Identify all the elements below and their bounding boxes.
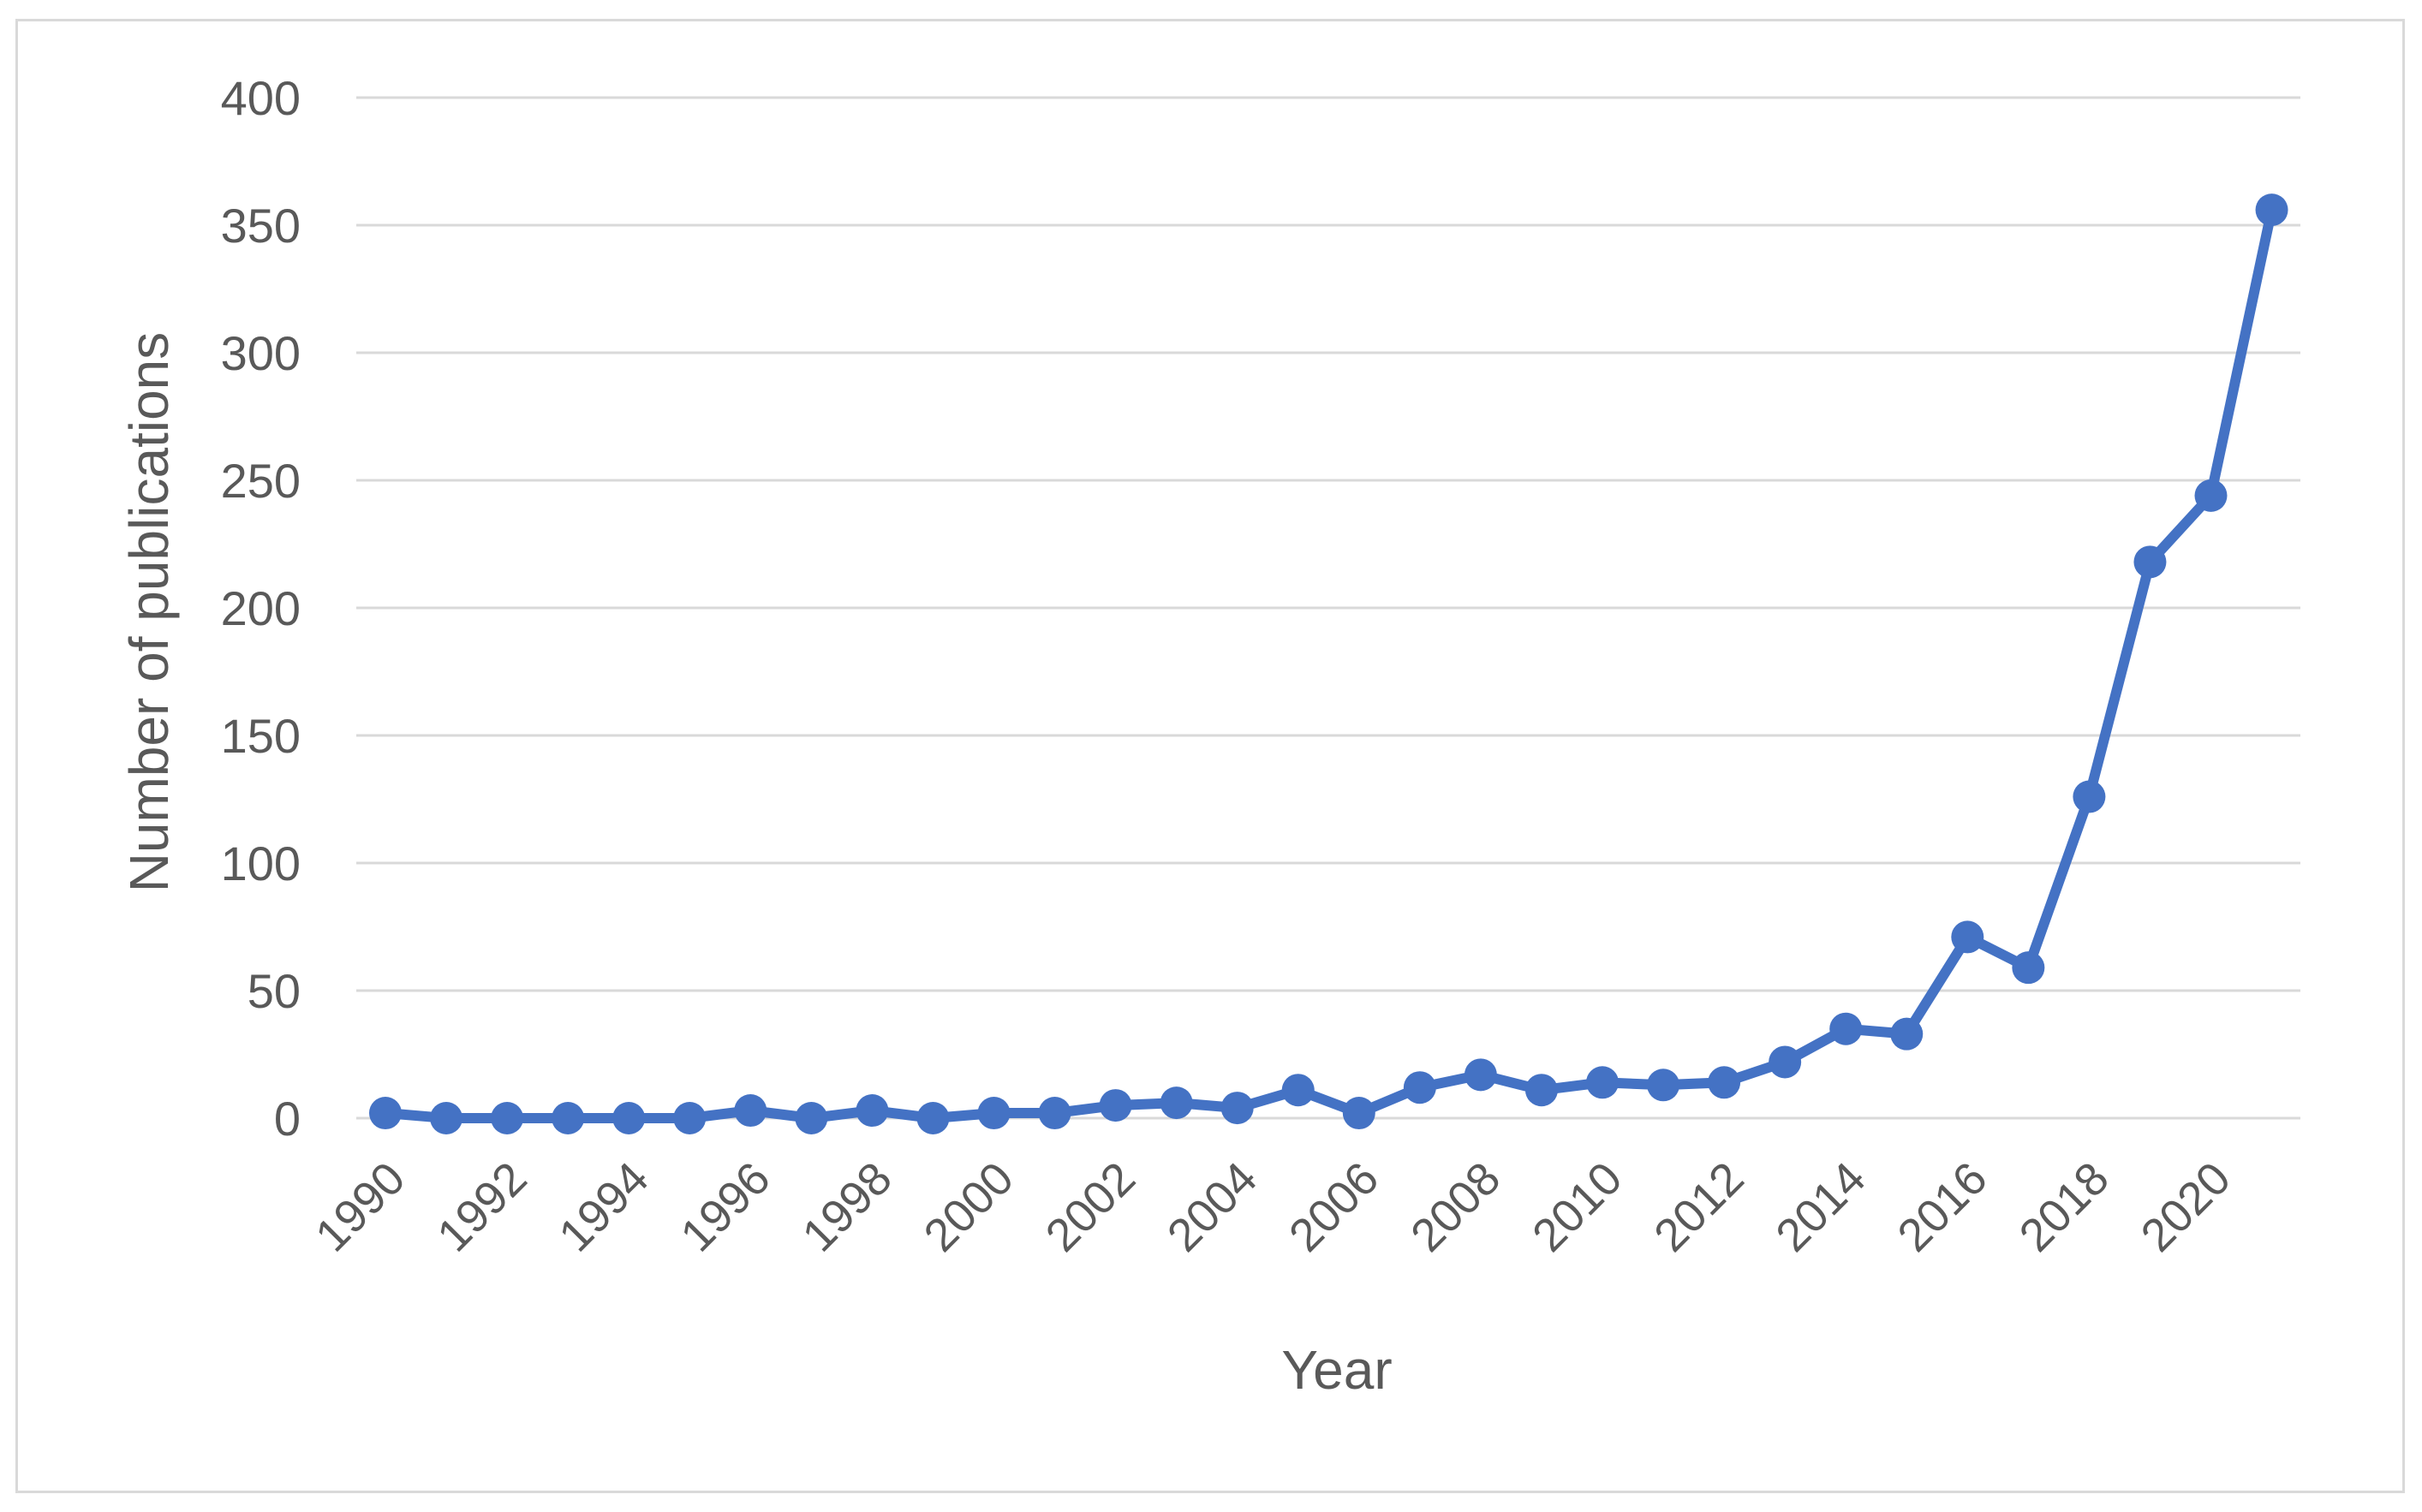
x-tick-label: 2012: [1644, 1152, 1753, 1261]
data-point: [1403, 1071, 1436, 1104]
x-tick-label: 1996: [671, 1152, 779, 1261]
data-point: [2255, 193, 2288, 227]
data-point: [1038, 1097, 1071, 1130]
data-point: [1890, 1017, 1924, 1051]
data-point: [2194, 479, 2228, 512]
x-tick-label: 2004: [1158, 1152, 1267, 1261]
data-point: [2133, 545, 2167, 579]
data-point: [552, 1102, 585, 1134]
data-point: [1342, 1097, 1375, 1130]
data-point: [734, 1094, 767, 1128]
data-point: [977, 1097, 1011, 1130]
series-line: [380, 205, 2277, 1123]
data-point: [1099, 1089, 1132, 1122]
data-point: [1464, 1058, 1497, 1092]
x-tick-label: 2008: [1401, 1152, 1510, 1261]
y-tick-label: 50: [248, 964, 301, 1018]
series-line-path: [380, 205, 2277, 1123]
x-tick-label: 2010: [1523, 1152, 1632, 1261]
chart-frame: 0 50 100 150 200 250 300 350 400 1990 1992 1994 199…: [15, 19, 2405, 1493]
x-tick-label: 1994: [549, 1152, 658, 1261]
data-point: [2073, 780, 2106, 813]
data-point: [1769, 1045, 1802, 1079]
data-point: [1951, 920, 1984, 954]
data-point: [1829, 1012, 1863, 1045]
data-point: [795, 1102, 828, 1134]
data-point: [1281, 1074, 1315, 1107]
data-point: [1708, 1066, 1741, 1099]
y-tick-label: 0: [274, 1092, 301, 1146]
y-tick-label: 200: [221, 581, 301, 635]
gridlines: [356, 96, 2300, 1120]
data-point: [1220, 1092, 1254, 1125]
x-tick-label: 2018: [2010, 1152, 2119, 1261]
y-tick-labels: 0 50 100 150 200 250 300 350 400: [221, 71, 301, 1146]
series-markers: [369, 193, 2288, 1134]
data-point: [1160, 1086, 1193, 1120]
data-point: [1524, 1074, 1558, 1107]
y-tick-label: 400: [221, 71, 301, 125]
data-point: [369, 1097, 402, 1130]
data-point: [2012, 951, 2045, 985]
x-tick-label: 1998: [793, 1152, 902, 1261]
x-tick-label: 2014: [1766, 1152, 1875, 1261]
x-tick-label: 2016: [1888, 1152, 1996, 1261]
x-tick-label: 2020: [2132, 1152, 2240, 1261]
y-tick-label: 250: [221, 454, 301, 508]
y-axis-title: Number of publications: [118, 332, 180, 893]
x-tick-labels: 1990 1992 1994 1996 1998 2000 2002 2004 2006 2008…: [306, 1152, 2240, 1261]
x-tick-label: 1990: [306, 1152, 415, 1261]
data-point: [916, 1102, 950, 1134]
data-point: [1647, 1069, 1680, 1102]
x-axis-title: Year: [1281, 1339, 1392, 1401]
data-point: [856, 1094, 889, 1128]
data-point: [673, 1102, 707, 1134]
y-tick-label: 100: [221, 836, 301, 890]
x-tick-label: 1992: [427, 1152, 536, 1261]
x-tick-label: 2002: [1036, 1152, 1145, 1261]
data-point: [491, 1102, 524, 1134]
y-tick-label: 350: [221, 199, 301, 253]
data-point: [1586, 1066, 1619, 1099]
data-point: [430, 1102, 463, 1134]
y-tick-label: 300: [221, 326, 301, 380]
x-tick-label: 2006: [1280, 1152, 1388, 1261]
data-point: [612, 1102, 646, 1134]
x-tick-label: 2000: [915, 1152, 1023, 1261]
y-tick-label: 150: [221, 709, 301, 763]
